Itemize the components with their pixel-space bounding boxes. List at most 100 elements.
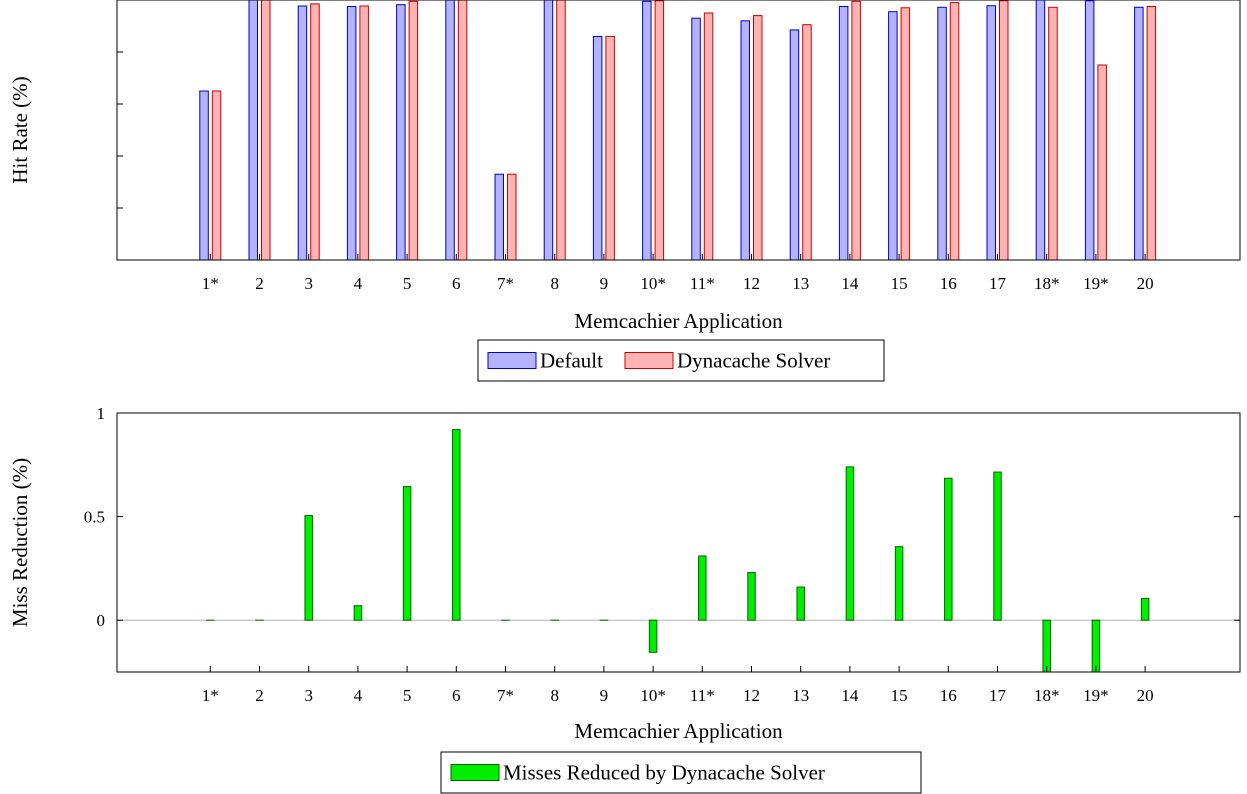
- miss-reduction-x-tick-label: 16: [940, 686, 957, 705]
- miss-reduction-x-tick-label: 6: [452, 686, 461, 705]
- bar-default-11*: [691, 17, 701, 261]
- bar-dynacache-1*: [211, 90, 222, 261]
- bar-dynacache-14: [851, 0, 861, 261]
- bar-miss-reduction-19*: [1091, 619, 1101, 672]
- hit-rate-x-tick-label: 10*: [640, 274, 666, 293]
- miss-reduction-x-tick-label: 18*: [1034, 686, 1060, 705]
- bar-dynacache-6: [457, 0, 468, 261]
- bar-default-3: [297, 5, 308, 261]
- miss-reduction-x-tick-label: 17: [989, 686, 1007, 705]
- bar-dynacache-15: [900, 7, 911, 261]
- bar-dynacache-19*: [1097, 64, 1107, 261]
- bar-default-17: [986, 5, 996, 261]
- miss-reduction-x-tick-label: 9: [600, 686, 609, 705]
- bar-dynacache-9: [605, 35, 615, 261]
- hit-rate-chart: 1* 2 3 4 5 6 7* 8 9 10* 11* 12 13 14 15 16 17 18* 19* 20 Mem…: [8, 0, 1241, 382]
- bar-dynacache-5: [408, 0, 419, 261]
- bar-miss-reduction-18*: [1042, 619, 1051, 672]
- bar-default-10*: [642, 0, 652, 261]
- bar-dynacache-13: [802, 24, 812, 261]
- bar-dynacache-8: [556, 0, 566, 261]
- bar-miss-reduction-15: [894, 546, 904, 621]
- hit-rate-x-axis-title: Memcachier Application: [574, 309, 783, 333]
- miss-reduction-x-tick-label: 10*: [640, 686, 666, 705]
- hit-rate-x-tick-label: 1*: [202, 274, 219, 293]
- bar-default-18*: [1035, 0, 1046, 261]
- hit-rate-x-tick-label: 20: [1137, 274, 1154, 293]
- bar-dynacache-11*: [703, 12, 714, 261]
- miss-reduction-x-tick-label: 8: [550, 686, 559, 705]
- miss-reduction-x-tick-label: 19*: [1083, 686, 1109, 705]
- legend-swatch-dynacache: [624, 352, 674, 369]
- bar-miss-reduction-10*: [648, 619, 658, 653]
- hit-rate-x-tick-label: 11*: [690, 274, 715, 293]
- miss-reduction-x-tick-label: 7*: [497, 686, 514, 705]
- bar-miss-reduction-20: [1140, 597, 1150, 621]
- miss-reduction-chart: 00.511* 2 3 4 5 6 7* 8 9 10* 11* 12 13 14 15 16 17 18* 19*…: [8, 404, 1241, 794]
- hit-rate-x-tick-label: 19*: [1083, 274, 1109, 293]
- legend-swatch-default: [487, 352, 537, 369]
- bar-dynacache-2: [261, 0, 271, 261]
- bar-dynacache-4: [359, 5, 369, 261]
- bar-default-13: [789, 29, 800, 261]
- hit-rate-y-axis-title: Hit Rate (%): [8, 76, 32, 183]
- bar-default-16: [937, 6, 947, 261]
- miss-reduction-y-tick-label: 0.5: [84, 508, 105, 527]
- legend-swatch-misses-reduced: [450, 764, 500, 781]
- miss-reduction-x-tick-label: 20: [1137, 686, 1154, 705]
- hit-rate-x-tick-label: 15: [891, 274, 908, 293]
- miss-reduction-x-tick-label: 3: [304, 686, 313, 705]
- bar-miss-reduction-11*: [698, 555, 707, 621]
- bar-default-2: [248, 0, 258, 261]
- bar-miss-reduction-4: [353, 605, 363, 621]
- bar-default-12: [740, 20, 750, 261]
- bar-default-9: [592, 35, 603, 261]
- hit-rate-x-tick-label: 16: [940, 274, 957, 293]
- hit-rate-x-tick-label: 18*: [1034, 274, 1060, 293]
- miss-bars: [206, 429, 1150, 672]
- miss-reduction-x-tick-label: 2: [255, 686, 264, 705]
- miss-reduction-y-tick-label: 0: [97, 611, 106, 630]
- legend-box: [440, 751, 922, 794]
- bar-miss-reduction-14: [845, 466, 855, 621]
- miss-reduction-y-axis-title: Miss Reduction (%): [8, 458, 32, 627]
- hit-rate-x-tick-label: 12: [743, 274, 760, 293]
- miss-reduction-x-tick-label: 1*: [202, 686, 219, 705]
- miss-reduction-x-tick-label: 15: [891, 686, 908, 705]
- hit-rate-x-tick-label: 4: [354, 274, 363, 293]
- bar-dynacache-3: [310, 3, 320, 261]
- hit-rate-x-tick-label: 17: [989, 274, 1007, 293]
- hit-rate-x-tick-label: 7*: [497, 274, 514, 293]
- bar-miss-reduction-12: [747, 572, 756, 621]
- hit-rate-x-tick-label: 6: [452, 274, 461, 293]
- hit-rate-plot-frame: [116, 0, 1241, 261]
- miss-reduction-x-tick-label: 14: [841, 686, 859, 705]
- bar-default-15: [888, 11, 898, 261]
- bar-dynacache-20: [1146, 6, 1157, 261]
- bar-dynacache-10*: [654, 0, 665, 261]
- legend-label-default: Default: [540, 349, 603, 373]
- bar-default-8: [543, 0, 554, 261]
- bar-miss-reduction-17: [993, 471, 1002, 621]
- bar-miss-reduction-3: [304, 515, 313, 621]
- bar-default-5: [396, 4, 406, 261]
- bar-dynacache-18*: [1048, 6, 1058, 261]
- hit-rate-x-tick-label: 9: [600, 274, 609, 293]
- miss-reduction-plot-frame: [116, 412, 1241, 673]
- hit-rate-x-tick-label: 5: [403, 274, 412, 293]
- miss-reduction-x-axis-title: Memcachier Application: [574, 719, 783, 743]
- hit-rate-x-tick-label: 13: [792, 274, 809, 293]
- bar-default-20: [1134, 6, 1144, 261]
- bar-dynacache-17: [999, 0, 1009, 261]
- bar-default-19*: [1084, 0, 1095, 261]
- miss-reduction-x-tick-label: 13: [792, 686, 809, 705]
- bar-miss-reduction-13: [796, 586, 805, 621]
- bar-default-6: [445, 0, 455, 261]
- legend-box: [477, 339, 885, 382]
- bar-dynacache-12: [753, 15, 763, 261]
- bar-default-14: [838, 6, 849, 261]
- miss-reduction-x-tick-label: 12: [743, 686, 760, 705]
- bar-miss-reduction-5: [402, 486, 412, 621]
- miss-reduction-legend: Misses Reduced by Dynacache Solver: [440, 751, 922, 794]
- miss-reduction-x-tick-label: 5: [403, 686, 412, 705]
